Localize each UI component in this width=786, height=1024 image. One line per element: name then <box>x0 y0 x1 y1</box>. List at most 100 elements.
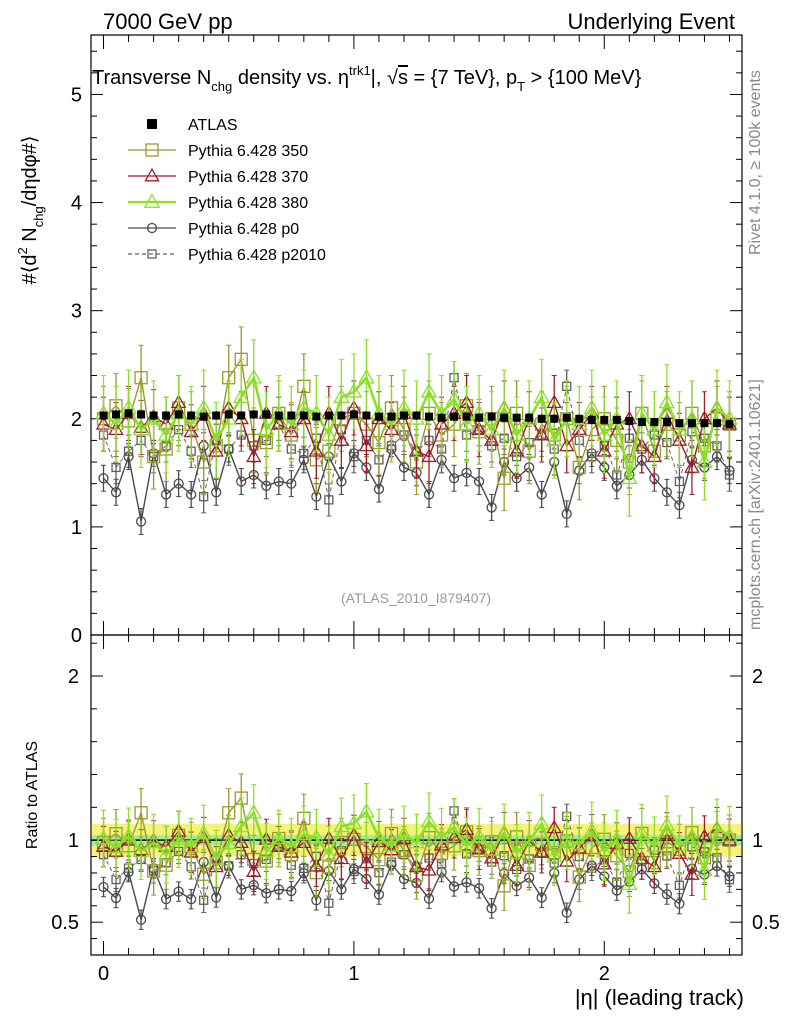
marker-p2010 <box>111 462 121 473</box>
marker-p380 <box>358 368 375 384</box>
main-series-atlas <box>99 409 734 429</box>
main-ytick-label: 4 <box>71 193 82 215</box>
marker-p380 <box>545 431 563 447</box>
legend-marker-p380 <box>143 193 161 208</box>
marker-p380 <box>470 828 488 843</box>
ratio-panel-frame <box>90 634 743 956</box>
marker-p380 <box>182 837 200 853</box>
marker-p380 <box>258 842 275 858</box>
legend-marker-p350 <box>145 143 159 157</box>
marker-p370 <box>684 459 700 473</box>
marker-atlas <box>725 420 734 429</box>
marker-p380 <box>232 388 250 404</box>
marker-p2010 <box>674 880 685 890</box>
marker-p380 <box>621 469 638 485</box>
marker-p0 <box>211 487 222 498</box>
main-axis-ticks: 0 1 2 3 4 5 <box>71 35 742 647</box>
xtick-label: 1 <box>348 963 359 985</box>
marker-p380 <box>445 390 463 406</box>
marker-atlas <box>337 411 346 420</box>
marker-p350 <box>197 867 211 881</box>
marker-p380 <box>708 399 726 414</box>
marker-p0 <box>461 467 472 478</box>
marker-p380 <box>458 415 475 431</box>
marker-atlas <box>512 413 521 422</box>
marker-p380 <box>220 834 237 850</box>
marker-p0 <box>473 476 485 487</box>
marker-p0 <box>273 884 284 895</box>
marker-atlas <box>687 419 696 428</box>
marker-atlas <box>575 414 584 423</box>
marker-atlas <box>374 412 383 421</box>
marker-p380 <box>596 842 613 858</box>
marker-p380 <box>533 814 550 830</box>
marker-p380 <box>157 845 175 861</box>
marker-p0 <box>373 889 385 900</box>
marker-p380 <box>145 833 162 849</box>
marker-p2010 <box>674 476 685 487</box>
marker-p380 <box>207 849 225 865</box>
marker-p370 <box>308 442 325 457</box>
analysis-watermark: (ATLAS_2010_I879407) <box>341 590 491 606</box>
marker-p380 <box>207 431 225 447</box>
legend-marker-p370 <box>144 167 160 182</box>
marker-atlas <box>600 415 609 424</box>
marker-p0 <box>423 893 435 904</box>
marker-atlas <box>387 412 396 421</box>
marker-p0 <box>611 480 622 491</box>
marker-p380 <box>483 420 500 436</box>
marker-p380 <box>646 837 663 852</box>
marker-p380 <box>283 837 300 853</box>
marker-p0 <box>160 893 172 905</box>
marker-atlas <box>99 411 108 420</box>
marker-p380 <box>120 827 137 842</box>
marker-p380 <box>333 817 350 833</box>
ratio-ytick-label: 2 <box>68 666 79 688</box>
marker-p0 <box>561 907 572 918</box>
marker-p0 <box>135 516 147 527</box>
ratio-ylabel: Ratio to ATLAS <box>24 741 41 849</box>
main-series-layer <box>95 326 738 535</box>
marker-p0 <box>160 489 172 500</box>
marker-p380 <box>721 827 738 842</box>
marker-p380 <box>245 368 263 384</box>
marker-atlas <box>487 412 496 421</box>
marker-p0 <box>661 889 673 900</box>
marker-p0 <box>98 473 109 484</box>
marker-p380 <box>182 415 200 431</box>
marker-atlas <box>112 410 121 419</box>
marker-p0 <box>261 480 272 491</box>
marker-p380 <box>658 393 676 409</box>
header-right: Underlying Event <box>567 9 735 34</box>
marker-atlas <box>262 410 271 419</box>
marker-p380 <box>583 822 601 837</box>
marker-p0 <box>724 465 735 476</box>
marker-p0 <box>536 489 547 500</box>
marker-p380 <box>107 838 125 854</box>
marker-p380 <box>608 830 626 846</box>
marker-p380 <box>95 829 112 845</box>
marker-p0 <box>298 868 309 879</box>
marker-atlas <box>249 410 258 419</box>
marker-p380 <box>508 844 525 860</box>
marker-p380 <box>570 415 588 431</box>
marker-p370 <box>421 448 437 463</box>
main-ytick-label: 0 <box>71 625 82 647</box>
marker-p350 <box>197 455 211 469</box>
marker-p0 <box>348 863 360 875</box>
marker-p0 <box>448 473 460 484</box>
marker-p380 <box>545 847 563 863</box>
marker-p380 <box>558 832 575 847</box>
marker-atlas <box>462 412 471 421</box>
marker-atlas <box>650 418 659 427</box>
header-left: 7000 GeV pp <box>103 9 233 34</box>
marker-p0 <box>711 451 723 462</box>
marker-p380 <box>596 426 613 441</box>
marker-p0 <box>173 478 184 489</box>
marker-p380 <box>383 415 400 431</box>
marker-atlas <box>349 410 358 419</box>
ratio-ytick-label-right: 0.5 <box>752 912 780 934</box>
marker-p370 <box>634 850 650 864</box>
marker-p380 <box>107 415 125 431</box>
marker-p0 <box>448 881 460 892</box>
